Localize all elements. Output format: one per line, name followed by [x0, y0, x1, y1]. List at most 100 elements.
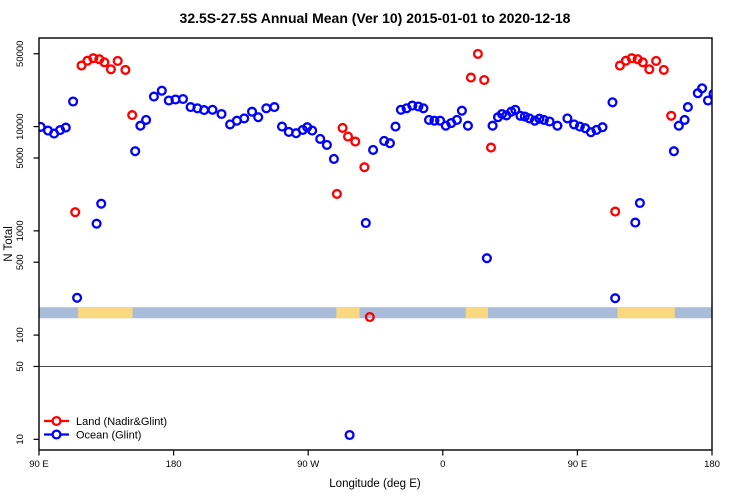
y-tick-label: 5000 [15, 147, 26, 168]
data-point [607, 97, 618, 108]
data-point [342, 131, 354, 142]
data-point [130, 146, 141, 157]
data-point [328, 153, 339, 164]
data-point [239, 113, 250, 124]
data-point [574, 121, 585, 132]
plot-border [38, 37, 713, 451]
data-point [418, 103, 429, 114]
data-point [276, 121, 288, 132]
data-point [544, 116, 555, 127]
data-point [120, 64, 131, 75]
data-point [679, 114, 690, 125]
data-point [135, 120, 146, 131]
data-point [216, 108, 227, 120]
data-point [634, 197, 645, 209]
data-point [472, 48, 483, 59]
data-point [70, 207, 81, 218]
data-point [610, 293, 621, 304]
data-point [496, 108, 508, 120]
points-layer [39, 48, 712, 441]
data-point [451, 114, 462, 125]
data-point [487, 120, 498, 131]
data-point [668, 146, 679, 157]
data-point [626, 53, 637, 64]
data-point [666, 110, 677, 121]
data-point [127, 110, 138, 121]
data-point [407, 100, 418, 111]
data-point [697, 83, 708, 94]
data-point [569, 119, 580, 130]
land-legend-circle-icon [51, 415, 62, 427]
land-band-segment [465, 307, 488, 319]
x-tick-label: 180 [166, 459, 182, 470]
data-point [91, 218, 102, 229]
data-point [315, 133, 326, 144]
y-tick-label: 100 [15, 327, 26, 343]
data-point [360, 217, 371, 229]
data-point [682, 102, 693, 113]
x-tick-label: 90 E [568, 459, 588, 470]
data-point [39, 121, 46, 132]
y-tick-label: 10000 [15, 113, 26, 139]
data-point [112, 55, 123, 66]
data-point [368, 144, 379, 155]
data-point [344, 429, 355, 441]
data-point [337, 122, 348, 133]
y-axis-title: N Total [3, 226, 15, 262]
data-point [384, 138, 395, 149]
data-point [562, 113, 573, 124]
data-point [321, 139, 332, 150]
data-point [96, 198, 107, 209]
data-point [481, 253, 492, 264]
data-point [597, 122, 608, 133]
data-point [644, 64, 655, 75]
plot-area: 90 E 180 90 W 0 90 E 180 10 50 100 500 1000 5000 100… [15, 37, 720, 470]
data-point [99, 57, 110, 68]
x-tick-label: 180 [704, 459, 720, 470]
ocean-legend-circle-icon [51, 429, 62, 440]
land-band-segment [617, 307, 675, 319]
data-point [515, 110, 526, 121]
y-tick-label: 50 [15, 361, 26, 372]
data-point [156, 85, 167, 96]
data-point [524, 113, 535, 124]
y-tick-label: 50000 [15, 41, 26, 67]
data-point [331, 188, 342, 199]
legend: Land (Nadir&Glint) Ocean (Glint) [44, 415, 167, 442]
legend-label-ocean: Ocean (Glint) [76, 430, 141, 442]
data-point [585, 127, 596, 138]
series-land [70, 48, 677, 323]
data-point [72, 292, 83, 303]
data-point [462, 120, 473, 131]
data-point [479, 74, 490, 86]
data-point [395, 104, 406, 115]
data-point [261, 103, 272, 114]
data-point [350, 136, 361, 147]
data-point [658, 64, 669, 75]
legend-item-land: Land (Nadir&Glint) [44, 415, 167, 428]
data-point [76, 60, 87, 71]
legend-label-land: Land (Nadir&Glint) [76, 416, 167, 428]
data-point [177, 93, 189, 105]
land-band-segment [78, 307, 133, 319]
x-tick-label: 90 W [297, 459, 319, 470]
chart-title: 32.5S-27.5S Annual Mean (Ver 10) 2015-01… [180, 10, 571, 26]
x-tick-label: 90 E [29, 459, 49, 470]
data-point [673, 120, 684, 131]
data-point [148, 91, 159, 102]
data-point [364, 311, 375, 323]
data-point [630, 217, 641, 228]
data-point [390, 121, 401, 132]
data-point [253, 112, 264, 123]
land-band-segment [336, 307, 360, 319]
data-point [651, 55, 662, 66]
data-point [307, 125, 318, 136]
data-point [359, 162, 370, 173]
data-point [534, 113, 545, 124]
data-point [435, 115, 446, 126]
x-tick-label: 0 [440, 459, 445, 470]
y-tick-label: 10 [15, 434, 26, 445]
data-point [637, 57, 648, 68]
